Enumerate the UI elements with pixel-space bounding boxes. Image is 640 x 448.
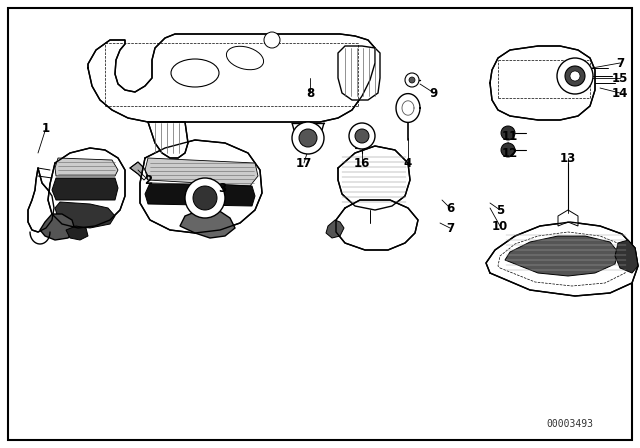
- Text: 14: 14: [612, 86, 628, 99]
- Polygon shape: [55, 158, 118, 176]
- Circle shape: [405, 73, 419, 87]
- Polygon shape: [145, 183, 255, 206]
- FancyBboxPatch shape: [8, 8, 632, 440]
- Circle shape: [185, 178, 225, 218]
- Circle shape: [557, 58, 593, 94]
- Polygon shape: [28, 168, 54, 232]
- Polygon shape: [40, 214, 75, 240]
- Polygon shape: [148, 122, 188, 158]
- Polygon shape: [615, 240, 638, 273]
- Polygon shape: [326, 220, 344, 238]
- Polygon shape: [505, 236, 618, 276]
- Polygon shape: [52, 178, 118, 200]
- Text: 12: 12: [502, 146, 518, 159]
- Text: 7: 7: [446, 221, 454, 234]
- Polygon shape: [130, 162, 148, 180]
- Polygon shape: [338, 146, 410, 210]
- Ellipse shape: [227, 46, 264, 70]
- Circle shape: [409, 77, 415, 83]
- Polygon shape: [88, 34, 375, 122]
- Text: 6: 6: [446, 202, 454, 215]
- Text: 15: 15: [612, 72, 628, 85]
- Polygon shape: [145, 158, 258, 186]
- Polygon shape: [66, 226, 88, 240]
- Text: 5: 5: [496, 203, 504, 216]
- Circle shape: [570, 71, 580, 81]
- Text: 7: 7: [616, 56, 624, 69]
- Text: 1: 1: [42, 121, 50, 134]
- Ellipse shape: [171, 59, 219, 87]
- Circle shape: [193, 186, 217, 210]
- Circle shape: [299, 129, 317, 147]
- Polygon shape: [55, 202, 115, 228]
- Circle shape: [264, 32, 280, 48]
- Text: 3: 3: [218, 181, 226, 194]
- Text: 9: 9: [430, 86, 438, 99]
- Circle shape: [349, 123, 375, 149]
- Text: 2: 2: [144, 173, 152, 186]
- Text: 10: 10: [492, 220, 508, 233]
- Circle shape: [501, 126, 515, 140]
- Text: 11: 11: [502, 129, 518, 142]
- Polygon shape: [486, 222, 638, 296]
- Text: 8: 8: [306, 86, 314, 99]
- Polygon shape: [336, 200, 418, 250]
- Circle shape: [292, 122, 324, 154]
- Polygon shape: [140, 140, 262, 233]
- Circle shape: [501, 143, 515, 157]
- Polygon shape: [558, 210, 578, 226]
- Polygon shape: [180, 210, 235, 238]
- Circle shape: [355, 129, 369, 143]
- Polygon shape: [338, 46, 380, 100]
- Text: 13: 13: [560, 151, 576, 164]
- Text: 16: 16: [354, 156, 370, 169]
- Circle shape: [565, 66, 585, 86]
- Polygon shape: [48, 148, 125, 228]
- Text: 4: 4: [404, 156, 412, 169]
- Text: 00003493: 00003493: [547, 419, 593, 429]
- Text: 17: 17: [296, 156, 312, 169]
- Polygon shape: [490, 46, 595, 120]
